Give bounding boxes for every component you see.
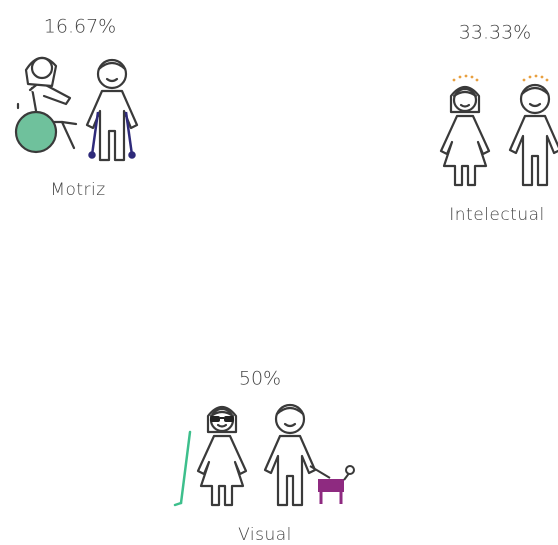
cane-tip — [173, 501, 183, 507]
guide-dog — [309, 465, 355, 504]
crutches — [88, 111, 136, 159]
wheelchair-icon — [14, 56, 78, 154]
woman-icon — [439, 85, 491, 187]
percent: 33.33% — [459, 22, 531, 44]
intelectual-group: 33.33% Intelectual — [439, 22, 558, 225]
motriz-group: 16.67% Motriz — [14, 16, 139, 200]
visual-group: 50% Visual — [173, 368, 355, 545]
percent: 16.67% — [44, 16, 116, 38]
percent: 50% — [239, 368, 281, 390]
label: Visual — [238, 525, 292, 545]
sparkles — [452, 74, 549, 82]
sunglasses — [210, 416, 234, 422]
cane — [179, 430, 192, 505]
label: Motriz — [50, 180, 105, 200]
woman-icon — [196, 405, 248, 507]
man-icon — [508, 83, 558, 187]
label: Intelectual — [449, 205, 545, 225]
man-icon — [263, 403, 317, 507]
